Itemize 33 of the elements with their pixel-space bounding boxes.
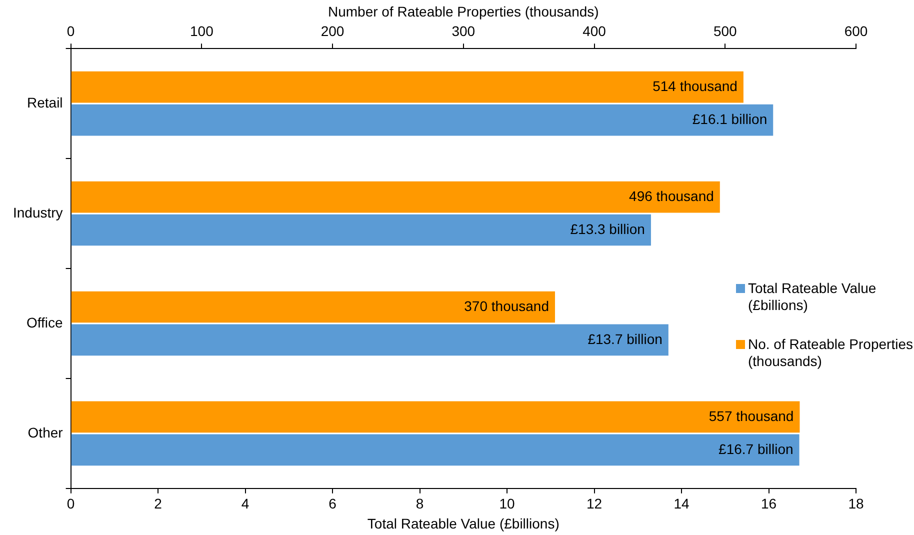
x-tick-label: 10 bbox=[499, 496, 516, 512]
x-tick-label: 18 bbox=[848, 496, 864, 512]
x2-tick-label: 600 bbox=[844, 23, 868, 40]
y-tick-label: Retail bbox=[27, 94, 63, 110]
x2-tick-label: 0 bbox=[66, 23, 75, 40]
x-tick-label: 8 bbox=[416, 496, 424, 512]
data-label: £13.7 billion bbox=[588, 330, 662, 347]
data-label: 496 thousand bbox=[629, 188, 714, 204]
x2-tick-label: 200 bbox=[320, 23, 344, 40]
legend-label: Total Rateable Value (£billions) bbox=[748, 280, 878, 314]
x-axis-title: Total Rateable Value (£billions) bbox=[367, 515, 560, 532]
y-tick-label: Industry bbox=[12, 204, 63, 220]
x2-tick-label: 500 bbox=[713, 23, 738, 40]
x-tick-label: 0 bbox=[66, 496, 75, 512]
data-label: 514 thousand bbox=[652, 78, 738, 94]
data-label: £16.1 billion bbox=[692, 110, 768, 127]
y-tick-label: Office bbox=[26, 314, 64, 330]
x-tick-label: 16 bbox=[760, 496, 777, 512]
data-label: 557 thousand bbox=[708, 408, 794, 424]
x-tick-label: 2 bbox=[154, 496, 162, 512]
x2-tick-label: 300 bbox=[452, 23, 476, 40]
data-label: 370 thousand bbox=[464, 298, 550, 314]
x2-axis-title: Number of Rateable Properties (thousands) bbox=[328, 3, 599, 20]
x-tick-label: 4 bbox=[241, 496, 250, 512]
y-tick-label: Other bbox=[28, 424, 64, 440]
data-label: £16.7 billion bbox=[718, 440, 794, 457]
x2-tick-label: 100 bbox=[190, 23, 214, 40]
x-tick-label: 14 bbox=[674, 496, 690, 512]
legend-label: No. of Rateable Properties (thousands) bbox=[748, 336, 914, 370]
data-label: £13.3 billion bbox=[570, 220, 645, 237]
x-tick-label: 6 bbox=[328, 496, 337, 512]
x2-tick-label: 400 bbox=[582, 23, 606, 40]
x-tick-label: 12 bbox=[586, 496, 602, 512]
